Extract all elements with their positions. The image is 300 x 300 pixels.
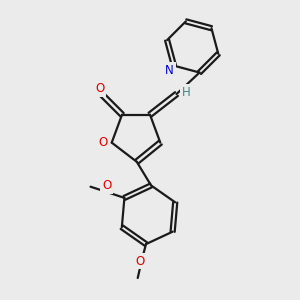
Text: O: O xyxy=(102,179,111,192)
Text: O: O xyxy=(99,136,108,149)
Text: N: N xyxy=(165,64,174,76)
Text: H: H xyxy=(182,86,190,99)
Text: O: O xyxy=(95,82,105,95)
Text: O: O xyxy=(135,255,145,268)
